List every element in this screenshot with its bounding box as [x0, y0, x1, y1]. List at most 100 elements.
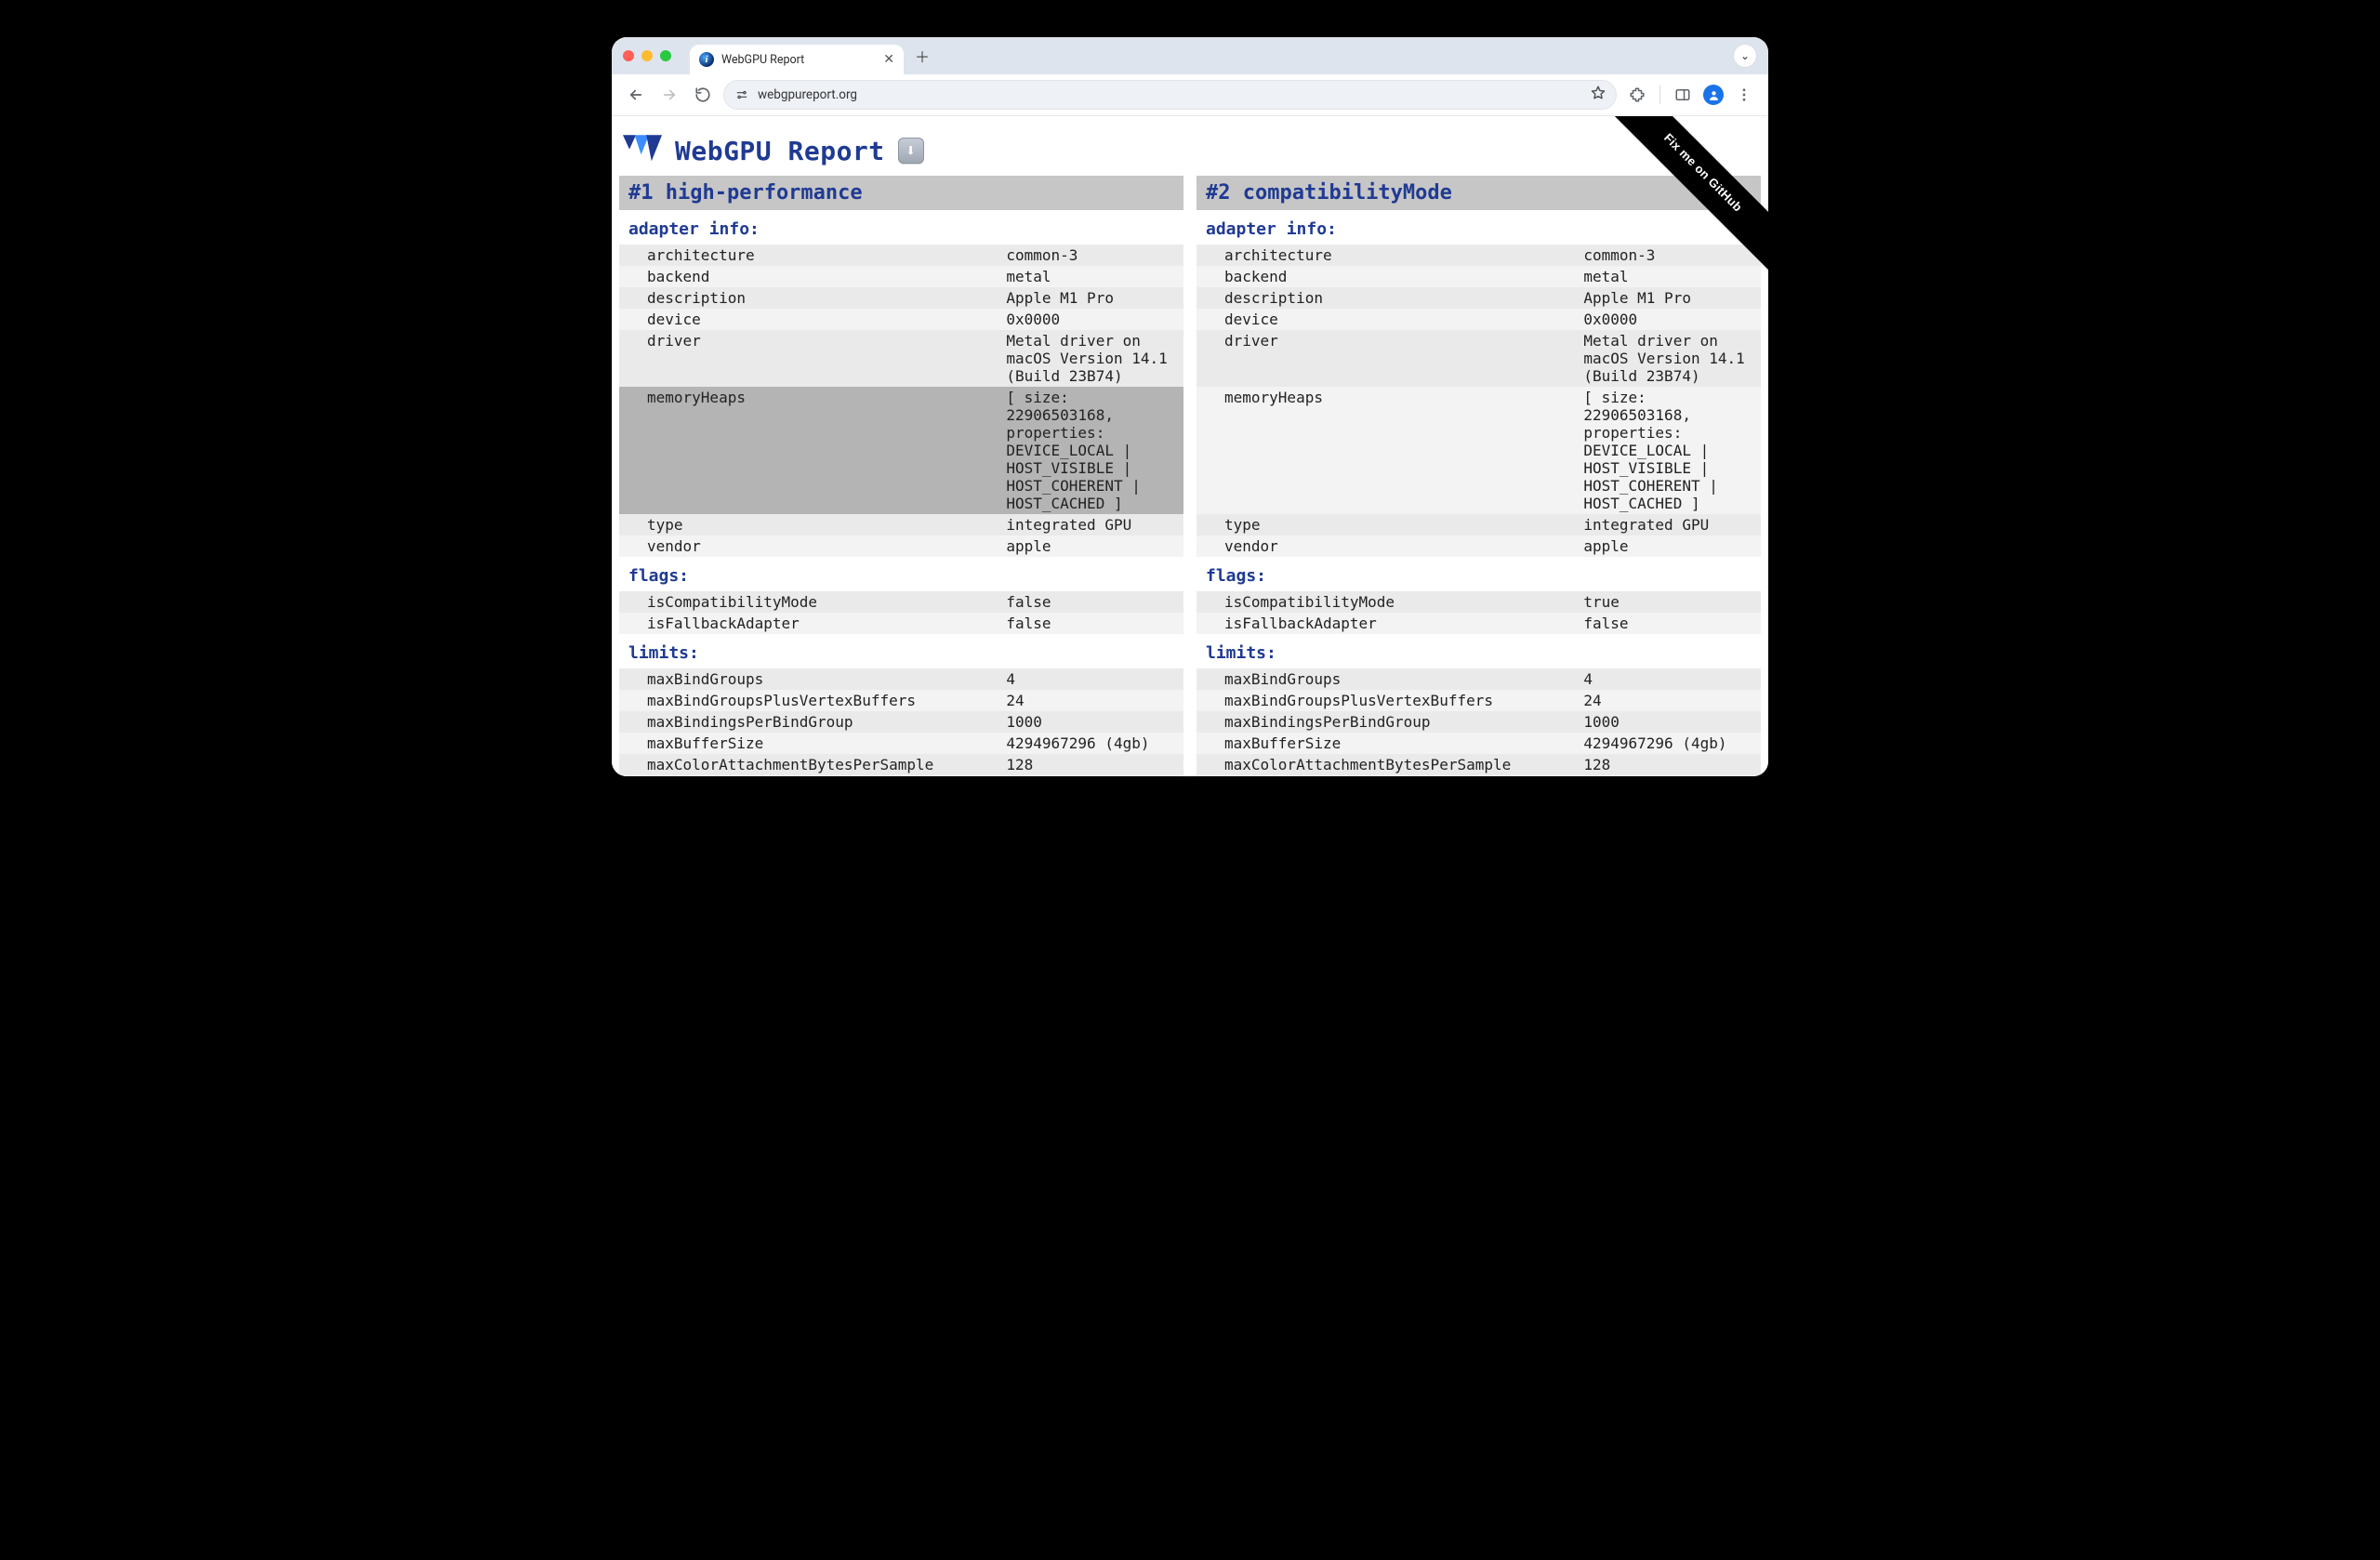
row-key: driver: [1197, 330, 1576, 387]
row-key: device: [619, 309, 998, 330]
table-row: memoryHeaps[ size: 22906503168, properti…: [619, 387, 1183, 514]
row-value: 128: [998, 754, 1183, 775]
table-row: driverMetal driver on macOS Version 14.1…: [619, 330, 1183, 387]
kv-table: isCompatibilityModetrueisFallbackAdapter…: [1197, 591, 1761, 634]
row-key: backend: [619, 266, 998, 287]
table-row: device0x0000: [1197, 309, 1761, 330]
side-panel-button[interactable]: [1670, 82, 1696, 108]
extensions-button[interactable]: [1624, 82, 1650, 108]
table-row: maxBufferSize4294967296 (4gb): [619, 733, 1183, 754]
row-key: maxBindGroups: [619, 668, 998, 690]
back-button[interactable]: [623, 82, 649, 108]
row-key: maxColorAttachments: [1197, 775, 1576, 776]
row-key: isFallbackAdapter: [619, 613, 998, 634]
row-value: integrated GPU: [1576, 514, 1761, 535]
window-minimize-button[interactable]: [641, 50, 653, 61]
table-row: device0x0000: [619, 309, 1183, 330]
row-value: apple: [1576, 535, 1761, 557]
row-key: description: [619, 287, 998, 309]
row-key: backend: [1197, 266, 1576, 287]
address-bar[interactable]: webgpureport.org: [723, 80, 1617, 110]
side-panel-icon: [1674, 86, 1691, 103]
site-header: WebGPU Report ⬇: [619, 126, 1761, 176]
section-label: flags:: [619, 557, 1183, 591]
forward-button[interactable]: [656, 82, 682, 108]
kv-table: isCompatibilityModefalseisFallbackAdapte…: [619, 591, 1183, 634]
row-value: Metal driver on macOS Version 14.1 (Buil…: [998, 330, 1183, 387]
row-key: maxBindGroupsPlusVertexBuffers: [619, 690, 998, 711]
row-key: isCompatibilityMode: [619, 591, 998, 613]
table-row: isFallbackAdapterfalse: [619, 613, 1183, 634]
window-zoom-button[interactable]: [660, 50, 671, 61]
row-value: 8: [998, 775, 1183, 776]
page-title: WebGPU Report: [675, 136, 885, 166]
menu-button[interactable]: [1731, 82, 1757, 108]
panel-heading: #1 high-performance: [619, 176, 1183, 210]
bookmark-button[interactable]: [1590, 85, 1606, 105]
row-value: 4: [998, 668, 1183, 690]
chevron-down-icon: ⌄: [1740, 49, 1750, 62]
star-icon: [1590, 85, 1606, 101]
row-value: 1000: [1576, 711, 1761, 733]
reload-icon: [694, 86, 711, 103]
row-key: isFallbackAdapter: [1197, 613, 1576, 634]
row-key: maxColorAttachmentBytesPerSample: [1197, 754, 1576, 775]
download-button[interactable]: ⬇: [898, 138, 924, 164]
row-key: maxColorAttachments: [619, 775, 998, 776]
row-key: driver: [619, 330, 998, 387]
row-key: maxBindGroupsPlusVertexBuffers: [1197, 690, 1576, 711]
row-key: maxBindingsPerBindGroup: [1197, 711, 1576, 733]
github-ribbon[interactable]: Fix me on GitHub: [1601, 116, 1768, 284]
row-value: Metal driver on macOS Version 14.1 (Buil…: [1576, 330, 1761, 387]
table-row: typeintegrated GPU: [619, 514, 1183, 535]
table-row: maxColorAttachments8: [1197, 775, 1761, 776]
tabs-dropdown-button[interactable]: ⌄: [1733, 44, 1757, 68]
puzzle-icon: [1629, 86, 1646, 103]
window-close-button[interactable]: [623, 50, 634, 61]
table-row: maxBindingsPerBindGroup1000: [619, 711, 1183, 733]
tab-strip: i WebGPU Report ✕ ＋ ⌄: [612, 37, 1768, 74]
arrow-left-icon: [628, 86, 644, 103]
row-key: maxColorAttachmentBytesPerSample: [619, 754, 998, 775]
table-row: maxColorAttachments8: [619, 775, 1183, 776]
table-row: isCompatibilityModefalse: [619, 591, 1183, 613]
row-value: 24: [1576, 690, 1761, 711]
favicon-icon: i: [699, 52, 714, 67]
toolbar: webgpureport.org: [612, 74, 1768, 116]
webgpu-logo-icon: [623, 135, 662, 166]
tab-active[interactable]: i WebGPU Report ✕: [690, 45, 904, 74]
row-value: 4: [1576, 668, 1761, 690]
table-row: maxBindGroups4: [1197, 668, 1761, 690]
row-value: 4294967296 (4gb): [998, 733, 1183, 754]
row-value: 0x0000: [998, 309, 1183, 330]
row-value: 128: [1576, 754, 1761, 775]
person-icon: [1708, 89, 1720, 101]
table-row: maxBufferSize4294967296 (4gb): [1197, 733, 1761, 754]
browser-window: i WebGPU Report ✕ ＋ ⌄ webgpureport.org: [612, 37, 1768, 776]
toolbar-separator: [1659, 86, 1660, 104]
reload-button[interactable]: [690, 82, 716, 108]
arrow-right-icon: [661, 86, 678, 103]
tab-close-button[interactable]: ✕: [883, 53, 894, 66]
row-value: [ size: 22906503168, properties: DEVICE_…: [998, 387, 1183, 514]
row-value: Apple M1 Pro: [998, 287, 1183, 309]
window-controls: [623, 50, 671, 61]
row-value: false: [998, 591, 1183, 613]
table-row: vendorapple: [619, 535, 1183, 557]
table-row: maxBindGroupsPlusVertexBuffers24: [619, 690, 1183, 711]
row-key: isCompatibilityMode: [1197, 591, 1576, 613]
row-value: true: [1576, 591, 1761, 613]
table-row: maxBindingsPerBindGroup1000: [1197, 711, 1761, 733]
address-bar-url: webgpureport.org: [758, 87, 857, 102]
section-label: limits:: [619, 634, 1183, 668]
row-value: 0x0000: [1576, 309, 1761, 330]
row-value: common-3: [998, 245, 1183, 266]
row-key: type: [1197, 514, 1576, 535]
kv-table: maxBindGroups4maxBindGroupsPlusVertexBuf…: [1197, 668, 1761, 776]
kebab-icon: [1736, 86, 1752, 103]
table-row: maxColorAttachmentBytesPerSample128: [619, 754, 1183, 775]
profile-button[interactable]: [1703, 85, 1724, 105]
row-value: 24: [998, 690, 1183, 711]
new-tab-button[interactable]: ＋: [911, 45, 933, 67]
site-info-button[interactable]: [734, 86, 750, 103]
